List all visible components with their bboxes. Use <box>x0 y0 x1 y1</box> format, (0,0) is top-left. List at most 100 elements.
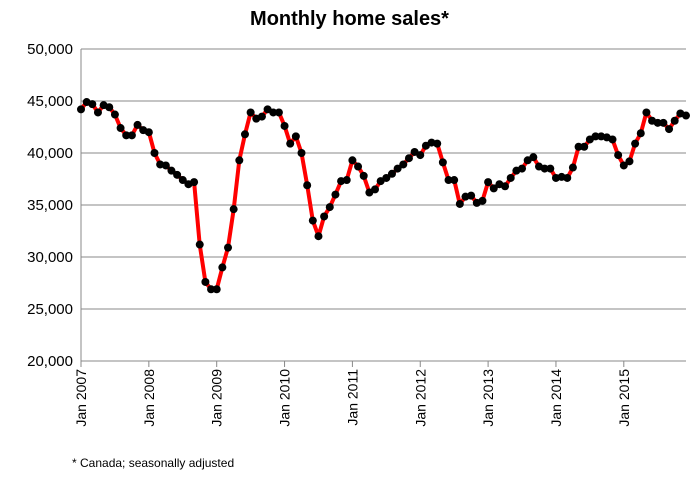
data-point <box>614 151 623 160</box>
data-point <box>580 142 589 151</box>
data-point <box>574 142 583 151</box>
data-point <box>433 139 442 148</box>
data-point <box>387 169 396 178</box>
y-tick-label: 25,000 <box>27 301 73 318</box>
data-point <box>563 173 572 182</box>
series-line-path <box>79 100 687 292</box>
data-point <box>303 181 312 190</box>
data-point <box>88 100 97 109</box>
data-point <box>540 164 549 173</box>
gridlines <box>81 48 686 310</box>
x-tick-label: Jan 2015 <box>616 369 632 427</box>
y-tick-labels: 20,000 25,000 30,000 35,000 40,000 45,000 50,0… <box>27 41 73 370</box>
data-point <box>173 170 182 179</box>
data-point <box>354 162 363 171</box>
data-point <box>484 178 493 187</box>
data-point <box>257 112 266 121</box>
data-point <box>625 157 634 166</box>
data-point <box>636 129 645 138</box>
data-point <box>682 111 690 120</box>
data-point <box>93 108 102 117</box>
x-tick-label: Jan 2007 <box>73 369 89 427</box>
data-point <box>144 128 153 137</box>
data-point <box>133 120 142 129</box>
data-point <box>591 132 600 141</box>
data-point <box>235 156 244 165</box>
x-tick-label: Jan 2013 <box>480 369 496 427</box>
data-point <box>444 176 453 185</box>
data-point <box>178 176 187 185</box>
data-point <box>122 131 131 140</box>
data-point <box>320 212 329 221</box>
data-point <box>331 190 340 199</box>
chart-title: Monthly home sales* <box>250 8 449 30</box>
data-point <box>359 171 368 180</box>
data-point <box>393 164 402 173</box>
x-tick-label: Jan 2012 <box>412 369 428 427</box>
series-line <box>79 100 687 292</box>
data-point <box>127 131 136 140</box>
data-point <box>195 240 204 249</box>
data-point <box>399 160 408 169</box>
data-point <box>240 130 249 139</box>
data-point <box>291 132 300 141</box>
x-tick-label: Jan 2011 <box>344 369 360 426</box>
data-point <box>659 118 668 127</box>
data-point <box>212 285 221 294</box>
data-point <box>382 173 391 182</box>
data-point <box>269 108 278 117</box>
footnote: * Canada; seasonally adjusted <box>72 456 235 470</box>
axes <box>80 49 686 367</box>
y-tick-label: 30,000 <box>27 249 73 266</box>
data-point <box>110 110 119 119</box>
data-point <box>455 199 464 208</box>
data-point <box>665 125 674 134</box>
y-tick-label: 45,000 <box>27 93 73 110</box>
data-point <box>653 118 662 127</box>
data-point <box>348 156 357 165</box>
data-point <box>297 149 306 157</box>
data-point <box>467 191 476 200</box>
data-point <box>371 185 380 194</box>
data-point <box>438 158 447 167</box>
data-point <box>229 205 238 214</box>
data-point <box>207 285 216 294</box>
data-point <box>518 164 527 173</box>
data-point <box>105 103 114 112</box>
data-point <box>77 105 85 114</box>
data-point <box>342 176 351 185</box>
data-point <box>167 166 176 175</box>
data-point <box>608 135 617 144</box>
y-tick-label: 35,000 <box>27 197 73 214</box>
data-point <box>529 153 538 162</box>
data-point <box>568 163 577 172</box>
data-point <box>116 124 125 133</box>
x-tick-labels: Jan 2007 Jan 2008 Jan 2009 Jan 2010 Jan 2011… <box>73 369 632 427</box>
data-point <box>280 121 289 130</box>
data-point <box>416 151 425 160</box>
data-point <box>201 277 210 286</box>
data-point <box>190 178 199 187</box>
data-point <box>546 164 555 173</box>
x-tick-label: Jan 2008 <box>141 369 157 427</box>
x-tick-label: Jan 2010 <box>277 369 293 427</box>
data-point <box>478 196 487 205</box>
x-tick-label: Jan 2009 <box>209 369 225 427</box>
data-point <box>506 173 515 182</box>
data-point <box>224 243 233 252</box>
data-point <box>670 116 679 125</box>
data-point <box>308 216 317 225</box>
data-point <box>642 108 651 117</box>
data-point <box>631 139 640 148</box>
data-point <box>274 108 283 117</box>
data-point <box>246 108 255 117</box>
y-tick-label: 50,000 <box>27 41 73 58</box>
data-point <box>161 161 170 170</box>
data-point <box>314 232 323 241</box>
series-markers <box>77 98 690 294</box>
data-point <box>404 154 413 163</box>
data-point <box>501 182 510 191</box>
y-tick-label: 20,000 <box>27 353 73 370</box>
data-point <box>325 203 334 212</box>
